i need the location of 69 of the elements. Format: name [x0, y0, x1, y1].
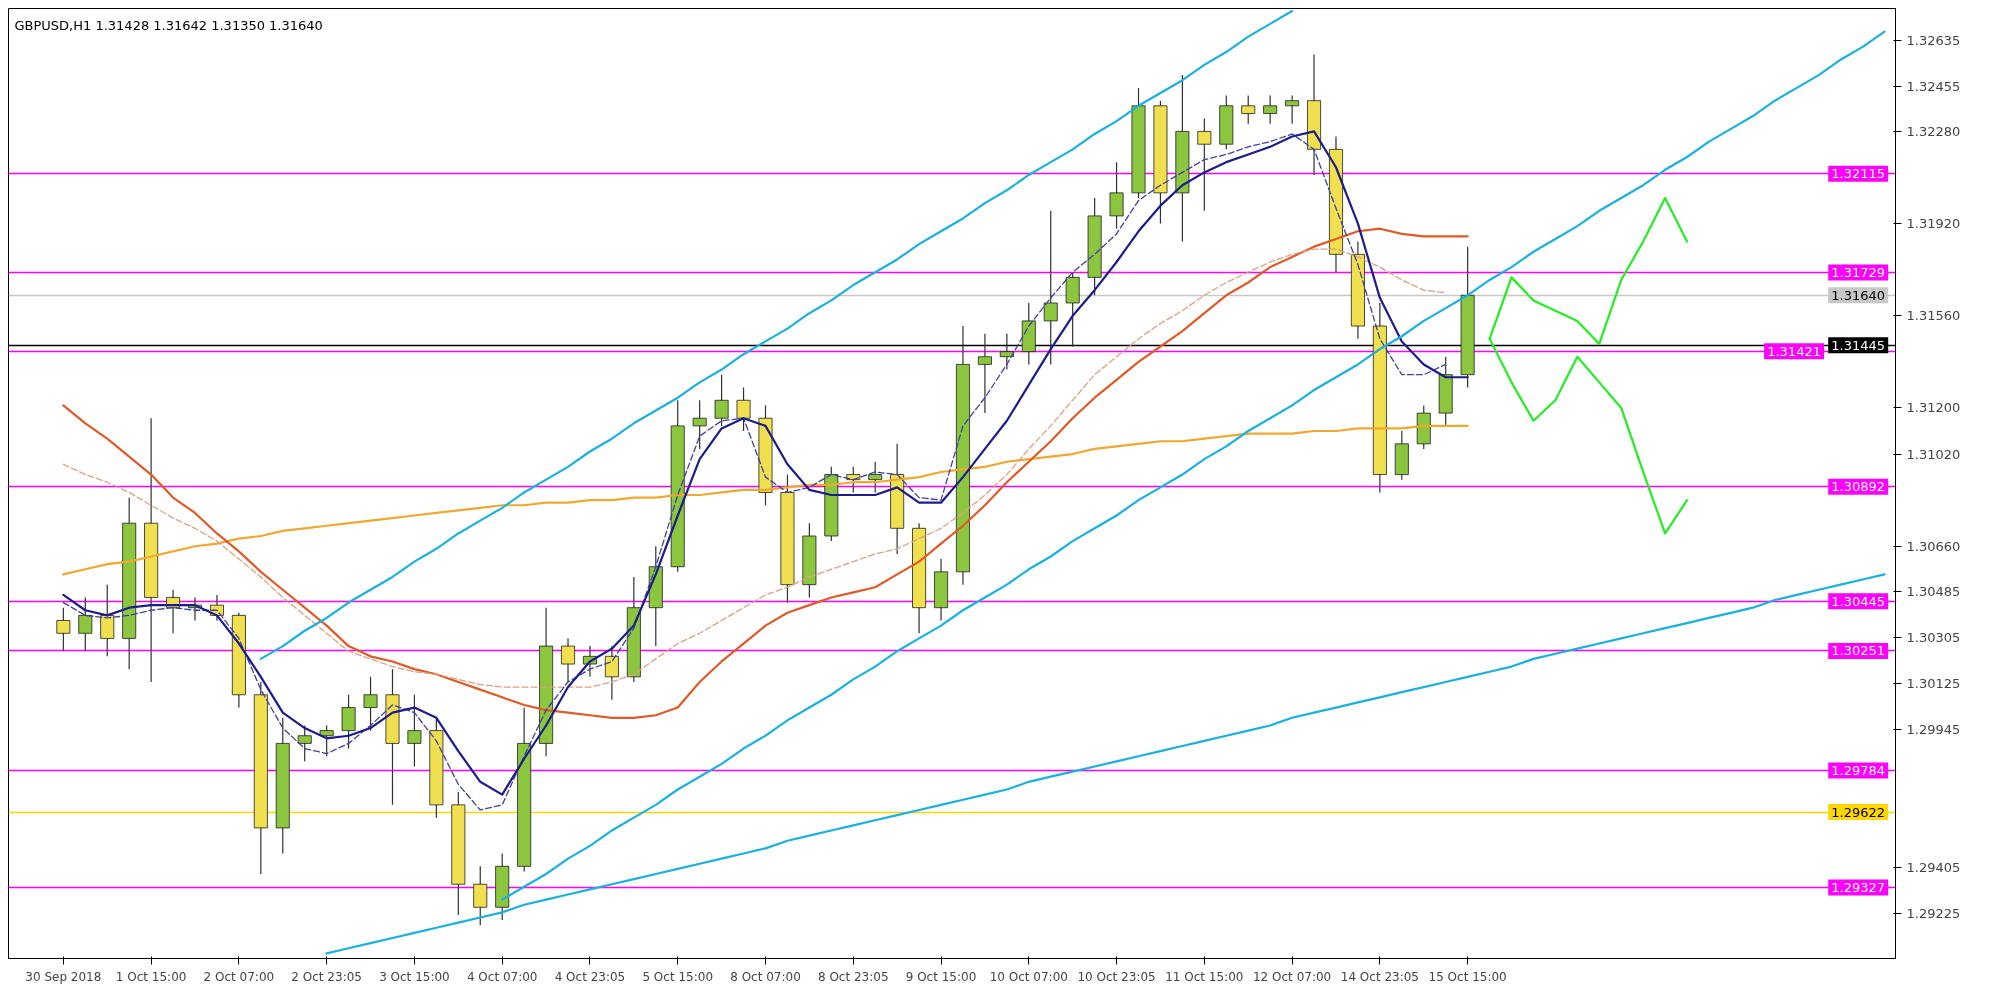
candlestick	[1043, 210, 1058, 366]
candlestick	[868, 461, 883, 494]
ref-line-label: 1.29622	[1831, 804, 1886, 820]
x-tick-label: 15 Oct 15:00	[1428, 969, 1507, 984]
ref-line-label: 1.29784	[1831, 763, 1886, 779]
candlestick	[999, 333, 1014, 371]
y-tick-label: 1.31560	[1906, 308, 1961, 324]
ref-line-label: 1.30251	[1831, 643, 1886, 659]
candlestick	[1197, 118, 1212, 212]
ref-line-label: 1.31729	[1831, 265, 1886, 280]
x-tick-label: 5 Oct 15:00	[642, 969, 714, 984]
text: GBPUSD,H1 1.31428 1.31642 1.31350 1.31640	[14, 17, 323, 33]
x-tick-label: 30 Sep 2018	[25, 969, 102, 984]
x-tick-label: 8 Oct 07:00	[730, 969, 801, 984]
y-tick-label: 1.31020	[1906, 446, 1961, 462]
candlestick	[56, 607, 71, 652]
candlestick	[473, 865, 488, 926]
y-tick-label: 1.29945	[1906, 721, 1961, 737]
ref-line-label: 1.32115	[1831, 166, 1886, 182]
x-tick-label: 11 Oct 15:00	[1165, 969, 1244, 984]
ref-line-label: 1.30892	[1831, 479, 1886, 495]
candlestick	[363, 676, 378, 732]
line-series	[325, 573, 1886, 955]
y-tick-label: 1.30660	[1906, 538, 1961, 554]
y-tick-label: 1.29405	[1906, 860, 1961, 876]
x-tick-label: 14 Oct 23:05	[1340, 969, 1419, 984]
ref-line-label: 1.31445	[1831, 337, 1886, 353]
x-tick-label: 4 Oct 07:00	[466, 969, 538, 984]
candlestick	[561, 637, 575, 683]
candlestick	[604, 645, 619, 701]
candlestick	[714, 374, 729, 427]
y-tick-label: 1.32455	[1906, 79, 1961, 95]
y-tick-label: 1.31200	[1906, 400, 1961, 416]
candlestick	[736, 386, 751, 432]
x-tick-label: 1 Oct 15:00	[115, 969, 187, 984]
x-tick-label: 2 Oct 23:05	[291, 969, 362, 984]
x-tick-label: 3 Oct 15:00	[379, 969, 450, 984]
y-tick-label: 1.30125	[1906, 675, 1961, 691]
ref-line-label: 1.29327	[1831, 880, 1886, 896]
candlestick	[977, 333, 992, 414]
ref-line-label: 1.30445	[1831, 593, 1886, 609]
ref-line-label: 1.31421	[1767, 343, 1821, 359]
x-tick-label: 4 Oct 23:05	[554, 969, 626, 984]
line-series	[501, 30, 1886, 901]
y-tick-label: 1.32635	[1906, 33, 1961, 49]
candlestick	[1263, 94, 1278, 125]
candlestick	[1109, 161, 1124, 230]
x-tick-label: 9 Oct 15:00	[905, 969, 977, 984]
candlestick	[297, 724, 312, 762]
y-tick-label: 1.31920	[1906, 216, 1961, 232]
candlestick	[1241, 94, 1256, 125]
y-tick-label: 1.30305	[1906, 629, 1961, 645]
candlestick	[341, 694, 356, 750]
line-series	[62, 424, 1469, 576]
x-tick-label: 8 Oct 23:05	[817, 969, 889, 984]
candlestick	[692, 399, 707, 450]
y-tick-label: 1.30485	[1906, 583, 1961, 599]
x-tick-label: 2 Oct 07:00	[203, 969, 275, 984]
x-tick-label: 10 Oct 23:05	[1077, 969, 1156, 984]
candlestick	[78, 596, 93, 652]
x-tick-label: 10 Oct 07:00	[989, 969, 1068, 984]
candlestick	[407, 694, 422, 768]
y-tick-label: 1.32280	[1906, 123, 1961, 139]
candlestick	[1285, 94, 1300, 125]
y-tick-label: 1.29225	[1906, 906, 1961, 922]
candlestick	[100, 584, 115, 657]
x-tick-label: 12 Oct 07:00	[1252, 969, 1332, 984]
candlestick	[319, 724, 334, 757]
ref-line-label: 1.31640	[1831, 287, 1886, 303]
